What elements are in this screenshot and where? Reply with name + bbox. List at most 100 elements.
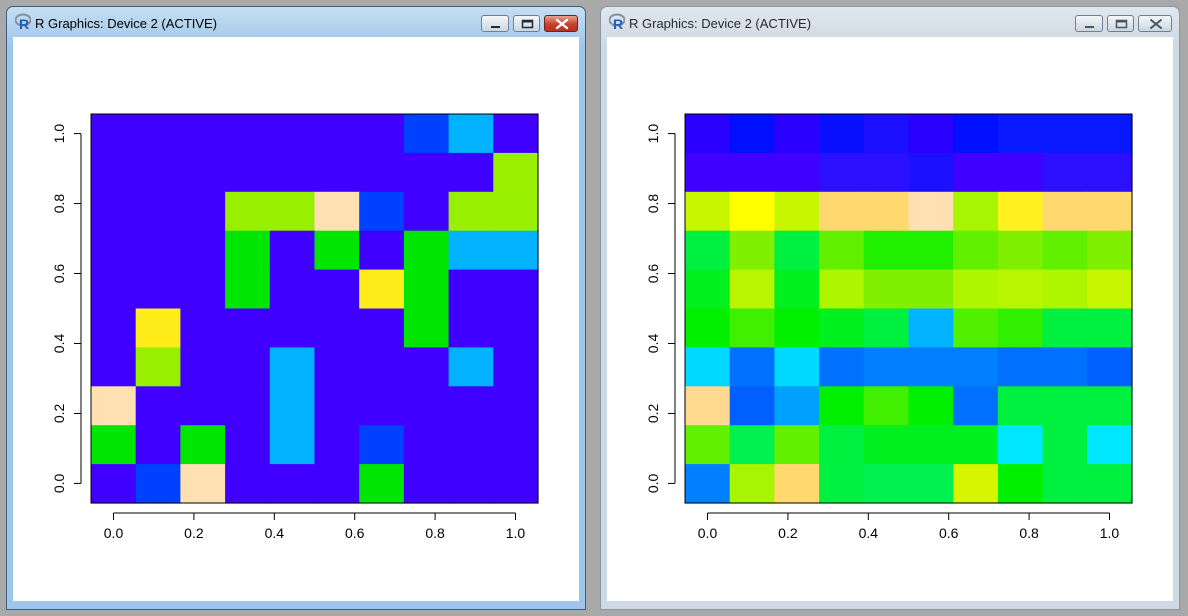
heatmap-cell	[1042, 269, 1088, 310]
y-tick-label: 0.6	[51, 264, 67, 284]
heatmap-cell	[819, 230, 865, 271]
heatmap-cell	[91, 347, 137, 387]
heatmap-cell	[1042, 152, 1088, 193]
heatmap-cell	[403, 269, 450, 310]
heatmap-cell	[953, 191, 999, 232]
heatmap-cell	[953, 386, 999, 426]
heatmap-cell	[448, 386, 494, 426]
y-tick-label: 0.8	[51, 194, 67, 214]
heatmap-cell	[180, 152, 226, 193]
heatmap-cell	[135, 114, 181, 154]
heatmap-cell	[953, 114, 999, 154]
heatmap-cell	[359, 386, 405, 426]
heatmap-cell	[314, 191, 360, 232]
maximize-icon	[1115, 19, 1128, 29]
close-button[interactable]	[544, 15, 578, 32]
heatmap-cell	[819, 152, 865, 193]
heatmap-cell	[1087, 152, 1133, 193]
maximize-button[interactable]	[1107, 15, 1134, 32]
heatmap-cell	[997, 152, 1044, 193]
heatmap-cell	[493, 114, 539, 154]
heatmap-cell	[685, 308, 731, 348]
window-titlebar[interactable]: R R Graphics: Device 2 (ACTIVE)	[7, 7, 585, 37]
heatmap-cell	[314, 152, 360, 193]
heatmap-cell	[819, 269, 865, 310]
heatmap-cell	[269, 191, 316, 232]
window-titlebar[interactable]: R R Graphics: Device 2 (ACTIVE)	[601, 7, 1179, 37]
heatmap-cell	[819, 308, 865, 348]
heatmap-cell	[91, 425, 137, 465]
minimize-button[interactable]	[1075, 15, 1103, 32]
heatmap-cell	[863, 114, 910, 154]
heatmap-cell	[403, 425, 450, 465]
minimize-button[interactable]	[481, 15, 509, 32]
heatmap-cell	[493, 425, 539, 465]
heatmap-cell	[908, 230, 954, 271]
heatmap-cell	[269, 425, 316, 465]
heatmap-cell	[448, 191, 494, 232]
heatmap-cell	[403, 308, 450, 348]
heatmap-cell	[953, 308, 999, 348]
heatmap-cell	[729, 464, 775, 504]
heatmap-cell	[180, 464, 226, 504]
heatmap-cell	[269, 230, 316, 271]
window-title: R Graphics: Device 2 (ACTIVE)	[35, 16, 218, 31]
heatmap-cell	[135, 191, 181, 232]
heatmap-cell	[225, 386, 271, 426]
y-tick-label: 0.0	[645, 473, 661, 493]
heatmap-cell	[729, 152, 775, 193]
y-tick-label: 1.0	[645, 124, 661, 144]
x-tick-label: 1.0	[1100, 525, 1120, 541]
heatmap-cell	[403, 347, 450, 387]
heatmap-cell	[403, 464, 450, 504]
heatmap-cell	[180, 347, 226, 387]
heatmap-cell	[91, 230, 137, 271]
heatmap-cell	[1087, 425, 1133, 465]
heatmap-cell	[135, 425, 181, 465]
heatmap-cell	[135, 347, 181, 387]
heatmap-cell	[135, 230, 181, 271]
r-graphics-window-active[interactable]: R R Graphics: Device 2 (ACTIVE) 0.0 0.2 0.…	[6, 6, 586, 610]
heatmap-cell	[269, 347, 316, 387]
heatmap-cell	[314, 425, 360, 465]
x-tick-label: 0.2	[778, 525, 798, 541]
heatmap-cell	[269, 152, 316, 193]
heatmap-cell	[908, 114, 954, 154]
heatmap-cell	[403, 191, 450, 232]
heatmap-cell	[863, 269, 910, 310]
heatmap-cell	[953, 464, 999, 504]
heatmap-cell	[1042, 425, 1088, 465]
heatmap-cell	[225, 464, 271, 504]
heatmap-cell	[774, 386, 820, 426]
y-tick-label: 0.2	[645, 404, 661, 424]
heatmap-cell	[269, 386, 316, 426]
heatmap-cell	[269, 308, 316, 348]
heatmap-cell	[91, 114, 137, 154]
heatmap-cell	[225, 152, 271, 193]
heatmap-cell	[685, 425, 731, 465]
heatmap-cell	[729, 386, 775, 426]
maximize-button[interactable]	[513, 15, 540, 32]
x-tick-label: 0.0	[104, 525, 124, 541]
heatmap-cell	[448, 425, 494, 465]
close-button[interactable]	[1138, 15, 1172, 32]
heatmap-cell	[997, 191, 1044, 232]
heatmap-cell	[314, 464, 360, 504]
heatmap-cell	[180, 114, 226, 154]
heatmap-cell	[774, 191, 820, 232]
heatmap-cell	[729, 114, 775, 154]
heatmap-cell	[1087, 269, 1133, 310]
heatmap-cell	[774, 230, 820, 271]
window-title: R Graphics: Device 2 (ACTIVE)	[629, 16, 812, 31]
r-graphics-window-inactive[interactable]: R R Graphics: Device 2 (ACTIVE) 0.0 0.2 0.…	[600, 6, 1180, 610]
heatmap-cell	[448, 308, 494, 348]
heatmap-cell	[493, 464, 539, 504]
heatmap-cell	[269, 464, 316, 504]
heatmap-cell	[314, 269, 360, 310]
heatmap-cell	[359, 191, 405, 232]
heatmap-cell	[180, 191, 226, 232]
heatmap-cell	[1087, 464, 1133, 504]
y-tick-label: 0.4	[51, 334, 67, 354]
x-tick-label: 0.6	[345, 525, 365, 541]
close-icon	[555, 18, 569, 30]
